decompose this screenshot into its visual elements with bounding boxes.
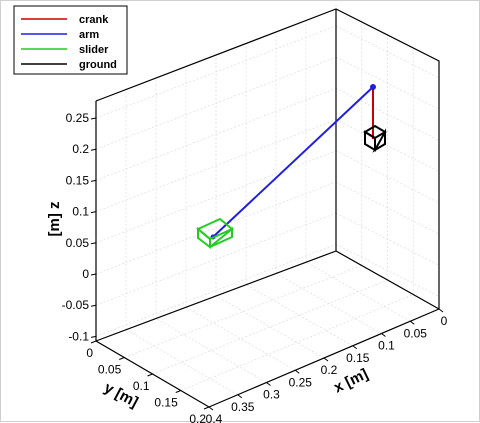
grid-line-y [124,265,362,358]
slider-box-front [197,226,211,249]
x-tick-mark [381,333,386,337]
z-tick-mark [90,211,97,214]
grid-line-x [245,284,353,347]
z-tick-mark [90,242,97,245]
slider-box [196,217,234,249]
legend-label-ground: ground [79,59,117,71]
y-tick-label: 0.2 [189,412,206,423]
y-tick-mark [90,340,97,344]
legend-box [13,5,128,75]
slider-box-top [196,217,234,241]
z-tick-mark [90,304,97,307]
z-axis-label: [m] z [46,202,63,237]
z-tick-label: 0.25 [66,111,90,125]
legend-label-slider: slider [79,44,109,56]
arm-crank-joint [370,84,376,90]
x-tick-mark [208,406,214,411]
z-tick-mark [90,117,97,120]
grid-line-y [180,294,414,391]
x-tick-mark [237,394,243,399]
y-tick-label: 0 [86,346,93,360]
grid-line-x [185,306,296,371]
box-back-edges [95,8,440,309]
z-tick-mark [90,179,97,182]
y-tick-label: 0.05 [98,363,122,377]
ground-box-right [372,128,386,153]
z-tick-label: 0.1 [72,205,89,219]
x-tick-mark [294,369,300,374]
y-tick-mark [203,406,210,410]
x-tick-label: 0.2 [321,363,338,377]
grid-line-x [215,295,325,359]
legend: crank arm slider ground [13,5,128,75]
z-tick-mark [90,273,97,276]
box-floor-edge-y [95,250,337,342]
y-tick-mark [119,357,125,360]
z-tick-label: 0.05 [66,236,90,250]
x-tick-label: 0.4 [206,412,223,423]
grid-line-x [125,329,238,396]
x-tick-mark [409,320,415,325]
grid-line-z [95,119,337,212]
x-tick-label: 0.3 [263,388,280,402]
x-tick-mark [438,308,444,313]
ground-box [363,124,387,153]
z-tick-mark [90,148,97,151]
x-tick-label: 0 [441,314,448,328]
x-tick-label: 0.25 [289,375,313,389]
slider-box-side [209,226,233,248]
grid-line-z [335,119,440,172]
z-tick-label: -0.05 [62,298,90,312]
legend-label-crank: crank [79,14,109,26]
mechanism [196,84,387,249]
z-tick-label: 0.2 [72,142,89,156]
z-tick-label: 0 [82,267,89,281]
x-tick-label: 0.35 [231,400,255,414]
grid-line-z [95,150,337,244]
x-tick-label: 0.15 [346,351,370,365]
x-tick-mark [266,382,271,386]
y-tick-mark [175,390,181,393]
legend-label-arm: arm [79,29,99,41]
tick-labels: 0.25 0.2 0.15 0.1 0.05 0 -0.05 -0.1 0 0.05 0.1 0.15… [62,111,448,423]
x-tick-mark [352,345,358,350]
y-tick-label: 0.1 [133,379,150,393]
arm-series-line [212,86,374,238]
grid-line-z [335,150,440,204]
x-tick-label: 0.05 [404,326,428,340]
x-tick-label: 0.1 [378,339,395,353]
y-tick-mark [147,373,153,377]
x-tick-mark [323,357,329,362]
z-tick-mark [90,335,97,338]
z-tick-label: -0.1 [68,329,89,343]
z-tick-label: 0.15 [66,173,90,187]
box-floor-edge-x [335,250,440,310]
grid-line-x [155,318,267,383]
y-tick-label: 0.15 [154,396,178,410]
